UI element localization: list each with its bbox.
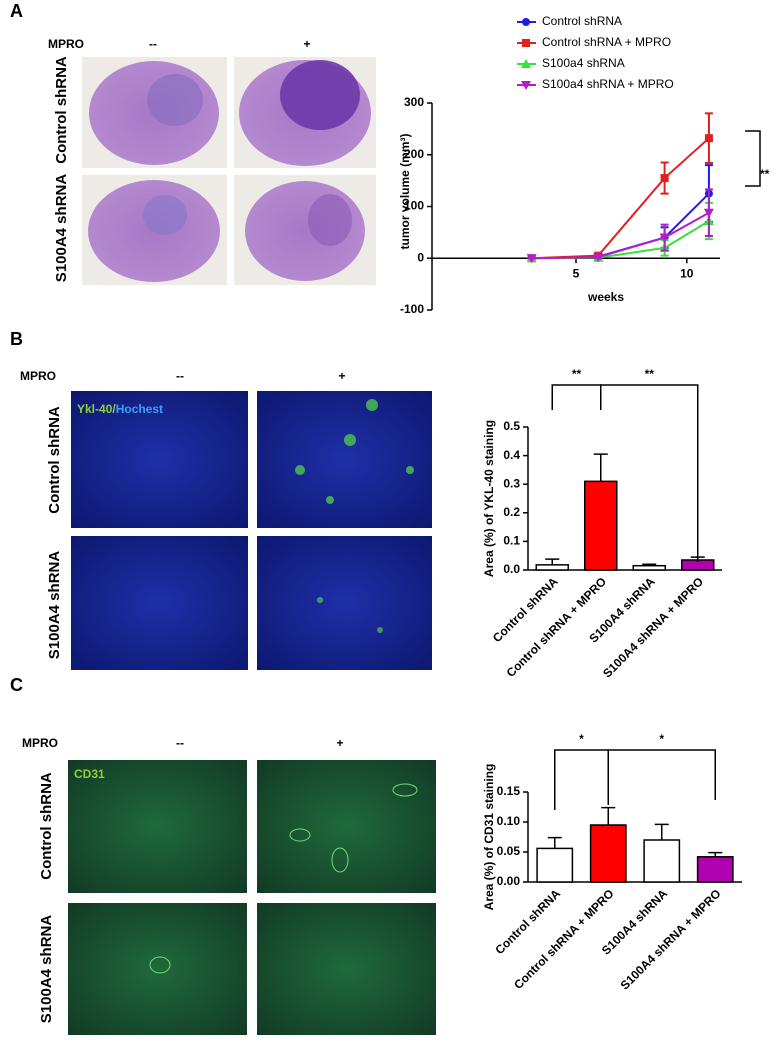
bar <box>535 564 570 571</box>
series-line <box>531 211 710 260</box>
marker <box>593 253 604 263</box>
y-tick-label: 300 <box>404 95 424 109</box>
panel-letter: B <box>10 329 23 349</box>
factor-label: MPRO <box>48 37 84 51</box>
x-tick-label: S100A4 shRNA + MPRO <box>600 574 706 680</box>
significance-bracket <box>745 130 761 187</box>
minus-label: -- <box>176 736 184 750</box>
significance-bracket <box>551 384 602 410</box>
error-bar <box>545 558 560 565</box>
stain-part: Hochest <box>116 402 163 416</box>
row-label: Control shRNA <box>53 56 70 164</box>
panel-letter: C <box>10 675 23 695</box>
legend-label: Control shRNA <box>542 14 622 28</box>
stain-part: Ykl-40/ <box>77 402 116 416</box>
bar <box>632 564 667 571</box>
significance-bracket <box>600 384 699 562</box>
stain-label: Ykl-40/Hochest <box>77 402 163 416</box>
bar <box>643 839 681 883</box>
marker <box>526 254 537 264</box>
stain-label: CD31 <box>74 767 105 781</box>
y-tick-label: 0.3 <box>503 476 520 490</box>
y-tick-label: 0.1 <box>503 534 520 548</box>
x-tick-label: 10 <box>680 266 694 280</box>
annotation: * <box>659 732 664 746</box>
x-tick-label: Control shRNA + MPRO <box>511 886 617 992</box>
y-tick-label: 0.00 <box>497 874 521 888</box>
significance-bracket <box>607 749 716 805</box>
y-tick-label: 0.10 <box>497 814 521 828</box>
legend-marker <box>522 39 530 47</box>
legend-marker <box>521 81 531 90</box>
error-bar <box>654 823 669 840</box>
y-tick-label: 0.15 <box>497 784 521 798</box>
annotation: ** <box>760 167 770 181</box>
x-tick-label: S100A4 shRNA + MPRO <box>618 886 724 992</box>
y-tick-label: 0 <box>417 250 424 264</box>
marker <box>703 208 714 218</box>
error-bar <box>547 836 562 849</box>
marker <box>660 174 669 183</box>
series-line <box>531 137 710 260</box>
y-tick-label: 0.5 <box>503 419 520 433</box>
bar <box>589 824 627 883</box>
minus-label: -- <box>176 369 184 383</box>
error-bar <box>601 806 616 825</box>
legend-marker <box>522 18 530 26</box>
y-tick-label: 0.2 <box>503 505 520 519</box>
y-axis-label: tumor volume (mm³) <box>398 133 412 249</box>
y-tick-label: -100 <box>400 302 424 316</box>
row-label: S100A4 shRNA <box>38 915 55 1024</box>
annotation: ** <box>645 367 655 381</box>
marker <box>704 134 713 143</box>
x-tick-label: Control shRNA + MPRO <box>504 574 610 680</box>
cd31-images <box>68 760 436 1035</box>
legend-label: Control shRNA + MPRO <box>542 35 671 49</box>
brain-images <box>82 57 376 285</box>
plus-label: + <box>338 369 345 383</box>
y-tick-label: 0.0 <box>503 562 520 576</box>
row-label: S100A4 shRNA <box>46 551 63 660</box>
error-bar <box>593 453 608 482</box>
factor-label: MPRO <box>22 736 58 750</box>
legend-label: S100a4 shRNA + MPRO <box>542 77 674 91</box>
panel-letter: A <box>10 1 23 21</box>
y-axis-label: Area (%) of CD31 staining <box>482 764 496 911</box>
legend-marker <box>521 59 531 68</box>
plus-label: + <box>336 736 343 750</box>
x-axis-label: weeks <box>587 290 624 304</box>
row-label: Control shRNA <box>46 406 63 514</box>
annotation: ** <box>572 367 582 381</box>
marker <box>659 233 670 243</box>
row-label: S100A4 shRNA <box>53 174 70 283</box>
bar <box>583 480 618 571</box>
annotation: * <box>579 732 584 746</box>
factor-label: MPRO <box>20 369 56 383</box>
series-line <box>531 192 710 260</box>
plus-label: + <box>303 37 310 51</box>
y-axis-label: Area (%) of YKL-40 staining <box>482 420 496 577</box>
legend-label: S100a4 shRNA <box>542 56 625 70</box>
y-tick-label: 200 <box>404 147 424 161</box>
minus-label: -- <box>149 37 157 51</box>
bar <box>536 847 574 883</box>
y-tick-label: 0.05 <box>497 844 521 858</box>
y-tick-label: 0.4 <box>503 448 520 462</box>
y-tick-label: 100 <box>404 199 424 213</box>
fluorescence-images <box>71 391 432 670</box>
significance-bracket <box>554 749 609 810</box>
row-label: Control shRNA <box>38 772 55 880</box>
bar <box>696 856 734 883</box>
x-tick-label: 5 <box>573 266 580 280</box>
